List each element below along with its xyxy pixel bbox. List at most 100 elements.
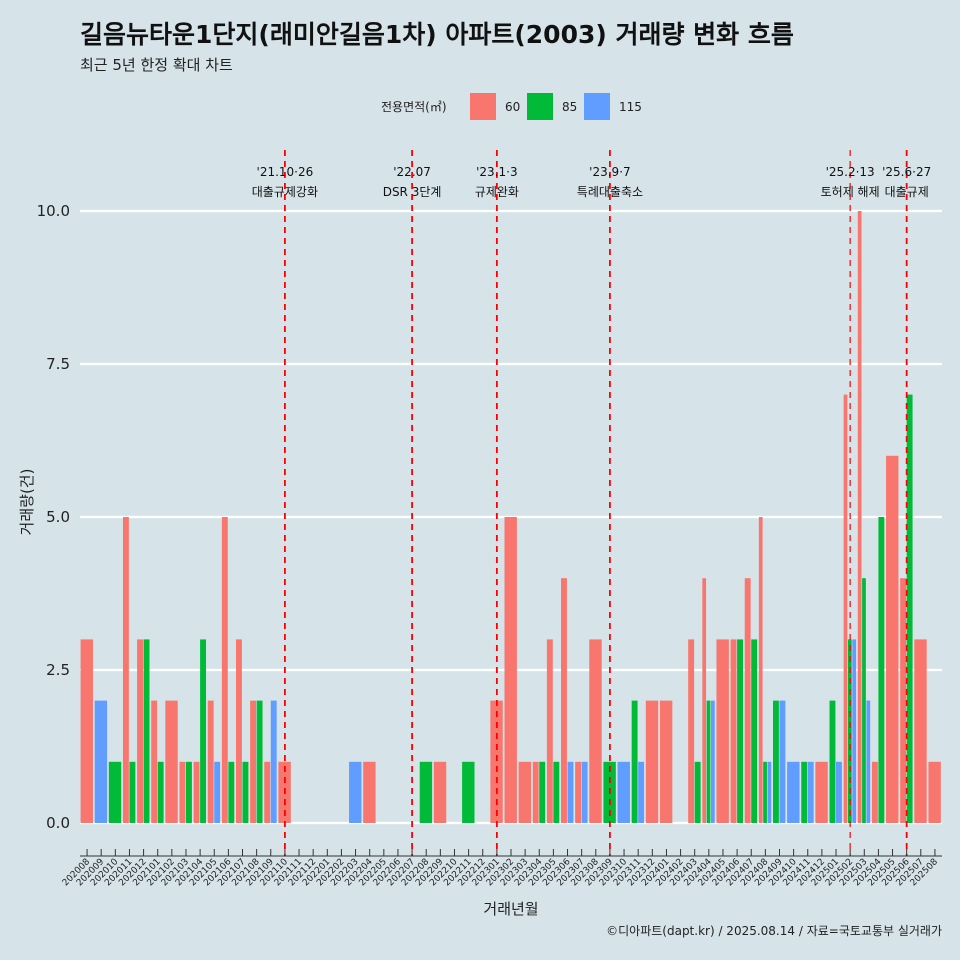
bar-202403-60 — [688, 639, 695, 823]
bar-202312-60 — [645, 700, 659, 823]
y-axis-label: 거래량(건) — [18, 469, 36, 536]
bar-202506-60 — [900, 578, 907, 823]
bar-202010-85 — [108, 761, 122, 823]
event-date-label: '22.07 — [393, 165, 431, 179]
bar-202505-60 — [886, 455, 899, 823]
bar-202209-60 — [433, 761, 447, 823]
bar-202012-85 — [143, 639, 150, 823]
bar-202204-60 — [363, 761, 376, 823]
bar-202504-85 — [878, 517, 885, 823]
bar-202106-60 — [221, 517, 228, 823]
bar-202305-85 — [553, 761, 560, 823]
bar-202107-85 — [242, 761, 249, 823]
bar-202301-60 — [490, 700, 503, 823]
bar-202503-85 — [862, 578, 866, 823]
bar-202009-115 — [94, 700, 108, 823]
bar-202412-60 — [815, 761, 828, 823]
bar-202507-60 — [914, 639, 927, 823]
bar-202504-60 — [871, 761, 878, 823]
bar-202502-85 — [847, 639, 852, 823]
bar-202404-60 — [702, 578, 707, 823]
annotations: '21.10·26 대출규제강화 '22.07 DSR 3단계 '23.1·3 규제완화 '… — [252, 150, 931, 856]
bars — [80, 211, 941, 823]
bar-202503-60 — [857, 211, 862, 823]
bar-202408-85 — [763, 761, 767, 823]
bar-202307-115 — [581, 761, 588, 823]
bar-202409-115 — [779, 700, 786, 823]
bar-202406-85 — [737, 639, 743, 823]
x-axis: 2020082020092020102020112020122021012021… — [61, 849, 942, 888]
bar-202502-60 — [843, 394, 848, 823]
bar-202408-60 — [758, 517, 763, 823]
legend-swatch-115 — [584, 93, 610, 120]
y-tick-label: 5.0 — [46, 508, 70, 526]
bar-202012-60 — [137, 639, 143, 823]
x-axis-label: 거래년월 — [483, 900, 538, 918]
bar-202503-115 — [866, 700, 871, 823]
bar-202304-60 — [532, 761, 539, 823]
bar-202203-115 — [349, 761, 362, 823]
legend-label-60: 60 — [505, 100, 520, 114]
event-name-label: 대출규제 — [885, 185, 929, 199]
legend: 전용면적(㎡) 60 85 115 — [381, 93, 642, 120]
bar-202407-60 — [744, 578, 751, 823]
event-date-label: '21.10·26 — [257, 165, 314, 179]
bar-202304-85 — [539, 761, 546, 823]
bar-202303-60 — [518, 761, 532, 823]
bar-202308-60 — [589, 639, 602, 823]
bar-202105-115 — [214, 761, 221, 823]
bar-202101-85 — [157, 761, 164, 823]
bar-202310-115 — [617, 761, 630, 823]
bar-202406-60 — [730, 639, 737, 823]
legend-label-115: 115 — [619, 100, 642, 114]
bar-202508-60 — [928, 761, 941, 823]
bar-202107-60 — [236, 639, 242, 823]
bar-202306-115 — [567, 761, 574, 823]
bar-202305-60 — [546, 639, 553, 823]
y-tick-label: 7.5 — [46, 355, 70, 373]
event-name-label: 특례대출축소 — [577, 185, 643, 199]
legend-title: 전용면적(㎡) — [381, 100, 447, 114]
bar-202506-85 — [906, 394, 913, 823]
bar-202104-60 — [193, 761, 200, 823]
bar-202307-60 — [575, 761, 582, 823]
event-date-label: '25.6·27 — [882, 165, 931, 179]
bar-202407-85 — [751, 639, 758, 823]
bar-202102-60 — [165, 700, 178, 823]
bar-202502-115 — [852, 639, 857, 823]
bar-202411-115 — [807, 761, 814, 823]
bar-202108-85 — [256, 700, 263, 823]
chart-title: 길음뉴타운1단지(래미안길음1차) 아파트(2003) 거래량 변화 흐름 — [80, 20, 794, 49]
bar-202105-60 — [207, 700, 214, 823]
bar-202311-85 — [631, 700, 638, 823]
bar-202103-85 — [185, 761, 192, 823]
y-axis-ticks: 0.0 2.5 5.0 7.5 10.0 — [37, 202, 70, 832]
chart-subtitle: 최근 5년 한정 확대 차트 — [80, 56, 233, 74]
bar-202008-60 — [80, 639, 93, 823]
bar-202501-85 — [829, 700, 836, 823]
bar-202208-85 — [419, 761, 433, 823]
y-tick-label: 0.0 — [46, 814, 70, 832]
bar-202011-60 — [122, 517, 129, 823]
y-tick-label: 2.5 — [46, 661, 70, 679]
bar-202101-60 — [151, 700, 158, 823]
bar-202106-85 — [228, 761, 235, 823]
bar-202311-115 — [638, 761, 645, 823]
event-name-label: 토허제 해제 — [821, 185, 880, 199]
bar-202404-115 — [711, 700, 715, 823]
y-tick-label: 10.0 — [37, 202, 70, 220]
bar-202306-60 — [561, 578, 567, 823]
legend-swatch-60 — [470, 93, 496, 120]
bar-202405-60 — [716, 639, 729, 823]
event-date-label: '23.9·7 — [589, 165, 630, 179]
event-date-label: '25.2·13 — [826, 165, 875, 179]
event-date-label: '23.1·3 — [476, 165, 517, 179]
bar-202403-85 — [694, 761, 701, 823]
bar-202501-115 — [836, 761, 842, 823]
bar-202408-115 — [767, 761, 772, 823]
event-name-label: 대출규제강화 — [252, 185, 318, 199]
caption: ©디아파트(dapt.kr) / 2025.08.14 / 자료=국토교통부 실… — [606, 924, 942, 938]
bar-202401-60 — [659, 700, 673, 823]
bar-202302-60 — [504, 517, 517, 823]
